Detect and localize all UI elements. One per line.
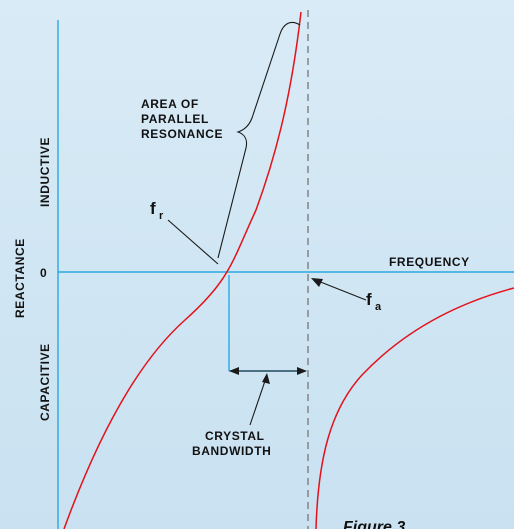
- inductive-label: INDUCTIVE: [38, 137, 52, 207]
- bandwidth-arrowhead-right: [297, 367, 307, 375]
- bandwidth-pointer-arrowhead: [262, 373, 270, 384]
- area-label-line3: RESONANCE: [141, 127, 223, 141]
- fr-pointer-line: [167, 219, 219, 265]
- fa-arrowhead: [311, 278, 323, 287]
- area-label-line2: PARALLEL: [141, 112, 209, 126]
- reactance-curve-right: [315, 287, 514, 529]
- fa-symbol: f: [366, 290, 372, 309]
- frequency-label: FREQUENCY: [389, 255, 470, 269]
- fa-pointer-line: [317, 280, 367, 301]
- fr-subscript: r: [159, 210, 164, 222]
- reactance-curve-left: [63, 11, 302, 529]
- bandwidth-label-line2: BANDWIDTH: [192, 444, 271, 458]
- bandwidth-label-pointer: [249, 377, 267, 426]
- fa-subscript: a: [375, 301, 382, 313]
- figure-caption: Figure 3: [343, 519, 405, 529]
- fr-symbol: f: [150, 199, 156, 218]
- bandwidth-label-line1: CRYSTAL: [205, 429, 265, 443]
- zero-label: 0: [40, 266, 47, 280]
- capacitive-label: CAPACITIVE: [38, 343, 52, 421]
- bandwidth-arrowhead-left: [229, 367, 239, 375]
- area-label-line1: AREA OF: [141, 97, 199, 111]
- reactance-label: REACTANCE: [13, 238, 27, 318]
- parallel-resonance-brace: [217, 21, 301, 259]
